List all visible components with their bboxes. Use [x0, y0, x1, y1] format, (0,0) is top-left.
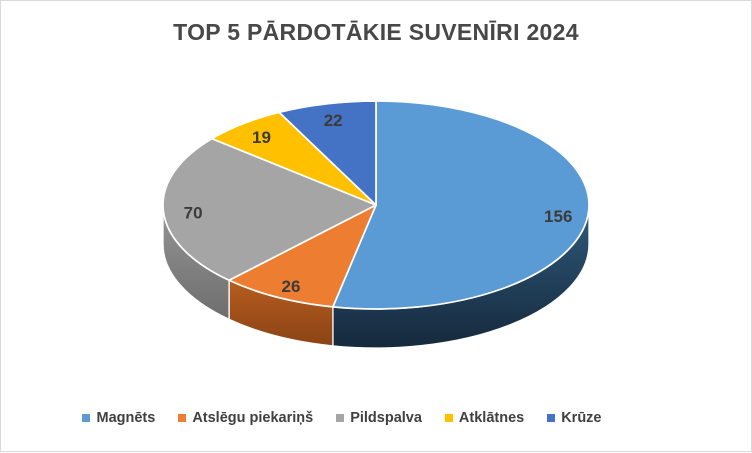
- slice-value-label: 22: [324, 111, 343, 130]
- slice-value-label: 26: [282, 277, 301, 296]
- legend-item-4[interactable]: Krūze: [547, 410, 602, 426]
- legend-label: Magnēts: [96, 410, 156, 426]
- legend-marker: [82, 414, 91, 422]
- legend-label: Atslēgu piekariņš: [192, 410, 314, 426]
- legend-marker: [444, 414, 453, 422]
- legend: Magnēts Atslēgu piekariņš Pildspalva Atklāt…: [0, 410, 717, 426]
- legend-item-2[interactable]: Pildspalva: [336, 410, 422, 426]
- legend-item-0[interactable]: Magnēts: [82, 410, 155, 426]
- legend-label: Atklātnes: [458, 410, 525, 426]
- slice-value-label: 156: [544, 207, 572, 226]
- slice-value-label: 19: [252, 128, 271, 147]
- legend-item-1[interactable]: Atslēgu piekariņš: [178, 410, 313, 426]
- legend-marker: [178, 414, 187, 422]
- legend-item-3[interactable]: Atklātnes: [444, 410, 525, 426]
- chart-title: TOP 5 PĀRDOTĀKIE SUVENĪRI 2024: [173, 19, 579, 45]
- legend-marker: [547, 414, 556, 422]
- pie-slice-1[interactable]: [228, 204, 377, 308]
- legend-label: Pildspalva: [350, 410, 422, 426]
- legend-marker: [336, 414, 345, 422]
- slice-value-label: 70: [184, 203, 203, 222]
- pie-slice-0[interactable]: [332, 100, 590, 310]
- pie-slice-2[interactable]: [162, 137, 377, 282]
- pie-slice-4[interactable]: [278, 100, 377, 206]
- legend-label: Krūze: [561, 410, 602, 426]
